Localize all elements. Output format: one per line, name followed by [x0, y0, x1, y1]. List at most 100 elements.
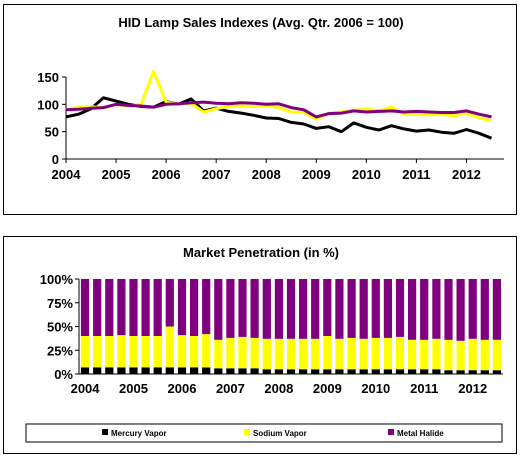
x-tick-label: 2004 — [52, 167, 82, 182]
bar-segment-2 — [468, 338, 477, 371]
bar-segment-1 — [480, 370, 489, 374]
bar-segment-1 — [165, 367, 174, 374]
bar-segment-1 — [177, 367, 187, 374]
legend-swatch-2 — [244, 429, 250, 435]
bar-segment-1 — [432, 369, 441, 375]
bar-segment-1 — [311, 369, 320, 375]
bar-segment-3 — [383, 279, 392, 338]
bar-segment-3 — [105, 279, 114, 336]
bar-segment-3 — [202, 279, 211, 335]
bar-segment-2 — [286, 338, 296, 370]
bar-segment-2 — [432, 338, 441, 370]
y-tick-label: 50% — [47, 320, 73, 335]
bar-segment-3 — [262, 279, 271, 339]
bar-segment-2 — [226, 337, 235, 369]
bar-segment-1 — [408, 369, 417, 375]
bar-segment-3 — [250, 279, 259, 338]
bar-segment-3 — [323, 279, 332, 336]
legend-label-1: Mercury Vapor — [111, 429, 167, 438]
x-tick-label: 2009 — [302, 167, 331, 182]
bar-segment-1 — [383, 369, 392, 375]
bar-segment-1 — [117, 367, 126, 374]
bar-segment-2 — [165, 326, 174, 368]
bar-segment-2 — [274, 338, 283, 370]
x-tick-label: 2009 — [313, 381, 342, 396]
bar-segment-1 — [335, 369, 344, 375]
bar-segment-2 — [214, 339, 223, 369]
bar-segment-1 — [286, 369, 296, 375]
x-tick-label: 2012 — [458, 381, 487, 396]
bar-segment-3 — [274, 279, 283, 339]
bar-segment-3 — [432, 279, 441, 339]
bar-segment-2 — [153, 336, 162, 368]
bar-segment-1 — [153, 367, 162, 374]
bar-segment-3 — [395, 279, 405, 337]
bar-segment-3 — [165, 279, 174, 327]
bar-segment-3 — [420, 279, 429, 340]
y-tick-label: 75% — [47, 296, 73, 311]
sales-index-chart-panel: HID Lamp Sales Indexes (Avg. Qtr. 2006 =… — [3, 4, 517, 215]
bar-segment-1 — [347, 369, 356, 375]
bar-segment-1 — [141, 367, 150, 374]
bar-segment-2 — [383, 337, 392, 370]
bar-segment-3 — [492, 279, 501, 340]
y-tick-label: 0 — [52, 152, 59, 167]
x-tick-label: 2005 — [102, 167, 131, 182]
bar-segment-3 — [177, 279, 187, 336]
bar-segment-1 — [129, 367, 138, 374]
bar-segment-2 — [129, 336, 138, 368]
bar-segment-1 — [456, 370, 465, 374]
bar-segment-3 — [80, 279, 90, 336]
legend-swatch-1 — [102, 429, 108, 435]
chart-title: HID Lamp Sales Indexes (Avg. Qtr. 2006 =… — [118, 15, 403, 30]
y-tick-label: 100% — [40, 272, 74, 287]
bar-segment-2 — [444, 339, 453, 371]
bar-segment-1 — [262, 369, 271, 375]
y-tick-label: 150 — [37, 70, 59, 85]
bar-segment-2 — [480, 339, 489, 371]
bar-segment-3 — [359, 279, 368, 339]
bar-segment-1 — [238, 368, 247, 374]
bar-segment-1 — [395, 369, 405, 375]
x-tick-label: 2006 — [152, 167, 181, 182]
y-tick-label: 100 — [37, 97, 59, 112]
bar-segment-2 — [238, 336, 247, 369]
bar-segment-2 — [80, 336, 90, 368]
bar-segment-1 — [93, 367, 102, 374]
series-line-3 — [65, 100, 492, 119]
bar-segment-2 — [408, 339, 417, 370]
legend-swatch-3 — [388, 429, 394, 435]
bar-segment-3 — [311, 279, 320, 339]
x-tick-label: 2005 — [119, 381, 148, 396]
x-tick-label: 2011 — [402, 167, 430, 182]
bar-segment-2 — [262, 338, 271, 370]
bar-segment-3 — [226, 279, 235, 338]
bar-segment-3 — [480, 279, 489, 340]
bar-segment-1 — [371, 369, 380, 375]
bar-segment-2 — [177, 335, 187, 368]
legend: Mercury Vapor Sodium Vapor Metal Halide — [102, 429, 444, 438]
bar-segment-1 — [299, 369, 308, 375]
bar-segment-2 — [311, 338, 320, 370]
x-tick-label: 2010 — [352, 167, 381, 182]
bar-segment-2 — [323, 336, 332, 370]
bar-segment-2 — [141, 336, 150, 368]
x-tick-label: 2004 — [71, 381, 101, 396]
x-tick-label: 2008 — [264, 381, 293, 396]
bar-segment-2 — [456, 340, 465, 371]
bar-segment-1 — [420, 369, 429, 375]
bar-segment-2 — [347, 337, 356, 370]
bar-segment-1 — [492, 370, 501, 374]
bar-segment-2 — [202, 334, 211, 368]
legend-label-2: Sodium Vapor — [253, 429, 307, 438]
bar-segment-1 — [202, 367, 211, 374]
x-tick-label: 2011 — [410, 381, 438, 396]
bar-segment-1 — [80, 367, 90, 374]
x-tick-label: 2012 — [452, 167, 481, 182]
bar-segment-3 — [93, 279, 102, 336]
x-tick-label: 2007 — [216, 381, 245, 396]
x-tick-label: 2006 — [168, 381, 197, 396]
bar-segment-2 — [117, 335, 126, 368]
bar-segment-1 — [214, 368, 223, 374]
bar-segment-3 — [468, 279, 477, 339]
